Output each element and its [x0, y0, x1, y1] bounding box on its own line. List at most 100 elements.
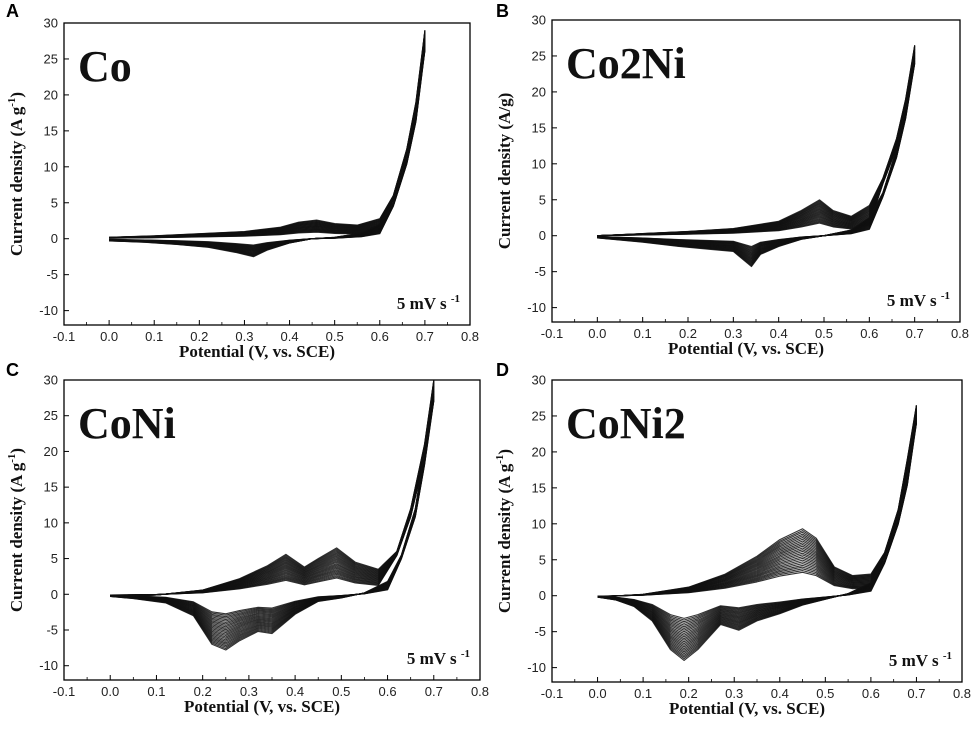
x-tick-label: 0.6	[371, 329, 389, 344]
x-tick-label: 0.5	[815, 326, 833, 341]
cv-curves	[109, 30, 426, 258]
cv-cycle-anodic	[109, 45, 426, 239]
cv-cycle-cathodic	[109, 47, 426, 248]
cv-cycle-anodic	[597, 45, 916, 237]
y-tick-label: -10	[39, 658, 58, 673]
x-tick-label: 0.1	[147, 684, 165, 699]
cv-cycle-anodic	[109, 39, 426, 239]
x-tick-label: 0.8	[471, 684, 489, 699]
y-tick-label: 0	[539, 588, 546, 603]
cv-cycle-cathodic	[109, 30, 426, 258]
panel-b: -0.1 0.0 0.1 0.2 0.3 0.4 0.5 0.6 0.7 0.8 -10 -5 0 5 10…	[495, 1, 969, 358]
scan-rate-label: 5 mV s -1	[889, 650, 952, 670]
x-tick-label: 0.4	[771, 686, 789, 701]
y-tick-label: 25	[532, 408, 546, 423]
cv-cycle-anodic	[109, 48, 426, 239]
y-axis-label-text: Current density (A/g)	[495, 93, 514, 249]
cv-cycle-anodic	[109, 32, 426, 238]
x-axis-label: Potential (V, vs. SCE)	[179, 342, 335, 361]
cv-cycle-anodic	[109, 30, 426, 238]
x-tick-label: -0.1	[53, 329, 75, 344]
cv-cycle-cathodic	[597, 417, 917, 633]
y-axis-label-text: Current density (A g	[7, 106, 26, 256]
y-tick-label: 0	[539, 228, 546, 243]
x-tick-label: 0.5	[326, 329, 344, 344]
cv-cycle-cathodic	[597, 419, 917, 628]
x-tick-label: 0.8	[461, 329, 479, 344]
cv-cycle-anodic	[109, 40, 426, 239]
y-axis-label-text: Current density (A g	[7, 462, 26, 612]
panel-a: -0.1 0.0 0.1 0.2 0.3 0.4 0.5 0.6 0.7 0.8 -10 -5 0 5 10…	[6, 1, 479, 361]
cv-cycle-cathodic	[109, 46, 426, 248]
x-tick-label: -0.1	[541, 686, 563, 701]
x-tick-label: 0.4	[281, 329, 299, 344]
y-tick-label: -5	[46, 267, 58, 282]
scan-rate-text: 5 mV s	[397, 294, 451, 313]
cv-cycle-anodic	[109, 46, 426, 239]
x-tick-label: 0.3	[725, 686, 743, 701]
y-axis-label: Current density (A g-1)	[6, 92, 26, 256]
scan-rate-text: 5 mV s	[889, 651, 943, 670]
cv-cycle-cathodic	[109, 45, 426, 249]
x-tick-label: 0.0	[588, 326, 606, 341]
cv-cycle-anodic	[109, 43, 426, 239]
x-tick-label: 0.2	[679, 326, 697, 341]
x-tick-label: 0.5	[332, 684, 350, 699]
y-tick-label: 15	[532, 120, 546, 135]
cv-cycle-anodic	[109, 37, 426, 239]
y-tick-label: 30	[532, 13, 546, 28]
y-tick-label: -5	[534, 624, 546, 639]
y-tick-label: -10	[527, 300, 546, 315]
cv-curves	[597, 45, 916, 268]
panel-letter: C	[6, 360, 19, 380]
sample-label: CoNi	[78, 399, 176, 448]
cv-cycle-cathodic	[109, 42, 426, 251]
y-tick-label: 20	[532, 444, 546, 459]
y-tick-label: 15	[44, 123, 58, 138]
y-tick-label: 5	[51, 551, 58, 566]
y-tick-label: -10	[39, 303, 58, 318]
cv-cycle-cathodic	[597, 45, 916, 268]
y-tick-label: 25	[44, 408, 58, 423]
x-tick-label: 0.2	[190, 329, 208, 344]
y-tick-label: 5	[539, 552, 546, 567]
cv-cycle-cathodic	[109, 50, 426, 246]
cv-cycle-anodic	[109, 35, 426, 239]
x-axis-label: Potential (V, vs. SCE)	[669, 699, 825, 718]
cv-cycle-cathodic	[597, 405, 917, 661]
x-tick-label: 0.7	[906, 326, 924, 341]
y-tick-label: 20	[44, 87, 58, 102]
scan-rate-label: 5 mV s -1	[887, 290, 950, 310]
cv-cycle-cathodic	[109, 44, 426, 249]
cv-curves	[110, 380, 435, 651]
scan-rate-label: 5 mV s -1	[407, 648, 470, 668]
sample-label: Co	[78, 42, 132, 91]
x-tick-label: 0.1	[145, 329, 163, 344]
x-tick-label: 0.3	[240, 684, 258, 699]
y-tick-label: 10	[532, 516, 546, 531]
x-tick-label: 0.4	[770, 326, 788, 341]
cv-cycle-cathodic	[109, 48, 426, 247]
panel-c: -0.1 0.0 0.1 0.2 0.3 0.4 0.5 0.6 0.7 0.8 -10 -5 0 5 10…	[6, 360, 489, 716]
cv-cycle-cathodic	[597, 417, 917, 635]
y-tick-label: 30	[44, 373, 58, 388]
x-tick-label: 0.3	[235, 329, 253, 344]
cv-cycle-cathodic	[110, 380, 435, 651]
x-tick-label: 0.1	[634, 686, 652, 701]
cv-cycle-anodic	[109, 38, 426, 239]
x-tick-label: 0.3	[724, 326, 742, 341]
y-axis-label-close: )	[7, 92, 26, 98]
x-tick-label: 0.2	[194, 684, 212, 699]
x-tick-label: 0.2	[680, 686, 698, 701]
cv-cycle-anodic	[109, 43, 426, 239]
x-tick-label: 0.0	[101, 684, 119, 699]
sample-label: Co2Ni	[566, 39, 686, 88]
scan-rate-sup: -1	[943, 650, 952, 662]
cv-cycle-cathodic	[109, 48, 426, 247]
cv-cycle-anodic	[109, 44, 426, 239]
y-axis-label: Current density (A/g)	[495, 93, 514, 249]
y-tick-label: 0	[51, 231, 58, 246]
x-tick-label: 0.8	[953, 686, 971, 701]
x-tick-label: 0.8	[951, 326, 969, 341]
scan-rate-text: 5 mV s	[887, 291, 941, 310]
